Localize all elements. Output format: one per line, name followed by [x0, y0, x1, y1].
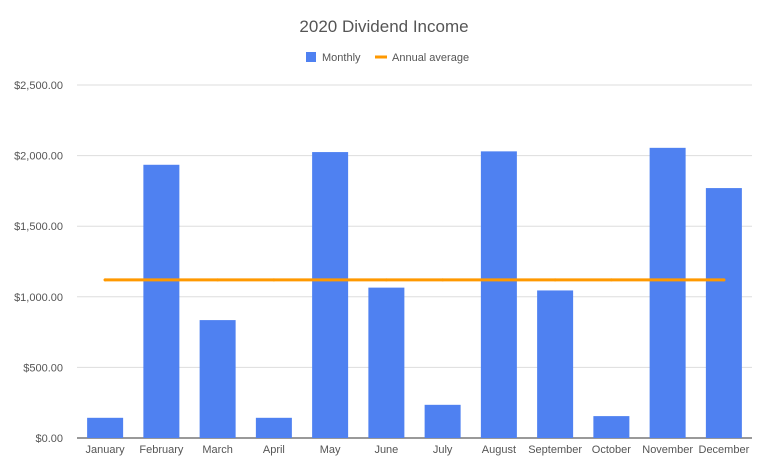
bar-monthly-october	[593, 416, 630, 438]
annual-average-point-april	[272, 278, 276, 282]
x-tick-label-september: September	[528, 444, 582, 456]
legend-annual-average-label: Annual average	[392, 52, 469, 64]
annual-average-point-may	[328, 278, 332, 282]
x-axis-tick-labels: January February March April May June July Augu…	[86, 444, 750, 456]
bar-monthly-march	[199, 320, 236, 438]
x-tick-label-july: July	[433, 444, 453, 456]
bar-monthly-may	[312, 152, 349, 438]
legend-item-annual-average: Annual average	[375, 52, 469, 64]
annual-average-point-october	[609, 278, 613, 282]
x-tick-label-may: May	[320, 444, 341, 456]
bar-monthly-april	[255, 417, 292, 438]
x-tick-label-october: October	[592, 444, 631, 456]
annual-average-point-february	[159, 278, 163, 282]
y-tick-label: $500.00	[23, 362, 63, 374]
y-tick-label: $1,500.00	[14, 221, 63, 233]
monthly-bars	[87, 147, 742, 439]
x-tick-label-february: February	[139, 444, 184, 456]
annual-average-series	[103, 278, 726, 282]
annual-average-point-june	[384, 278, 388, 282]
annual-average-point-december	[722, 278, 726, 282]
x-tick-label-december: December	[699, 444, 750, 456]
bar-monthly-january	[87, 417, 124, 438]
bar-monthly-july	[424, 404, 461, 438]
bar-monthly-august	[480, 151, 517, 438]
y-tick-label: $0.00	[35, 433, 63, 445]
x-tick-label-march: March	[202, 444, 233, 456]
y-tick-label: $1,000.00	[14, 292, 63, 304]
bar-monthly-november	[649, 147, 686, 439]
annual-average-point-july	[441, 278, 445, 282]
chart-title: 2020 Dividend Income	[299, 17, 468, 36]
x-tick-label-april: April	[263, 444, 285, 456]
annual-average-point-march	[216, 278, 220, 282]
bar-monthly-december	[705, 188, 742, 438]
x-tick-label-january: January	[86, 444, 126, 456]
bar-monthly-february	[143, 164, 180, 438]
bar-monthly-june	[368, 287, 405, 438]
annual-average-point-september	[553, 278, 557, 282]
legend: Monthly Annual average	[306, 52, 469, 64]
y-gridlines	[77, 84, 752, 439]
legend-monthly-label: Monthly	[322, 52, 361, 64]
y-axis-tick-labels: $0.00 $500.00 $1,000.00 $1,500.00 $2,000.00 $…	[14, 80, 63, 445]
annual-average-point-november	[666, 278, 670, 282]
x-tick-label-june: June	[374, 444, 398, 456]
y-tick-label: $2,500.00	[14, 80, 63, 92]
x-tick-label-august: August	[482, 444, 516, 456]
annual-average-point-august	[497, 278, 501, 282]
legend-item-monthly: Monthly	[306, 52, 361, 64]
bar-monthly-september	[537, 290, 574, 438]
y-tick-label: $2,000.00	[14, 151, 63, 163]
annual-average-point-january	[103, 278, 107, 282]
legend-monthly-swatch	[306, 52, 316, 62]
x-tick-label-november: November	[642, 444, 693, 456]
